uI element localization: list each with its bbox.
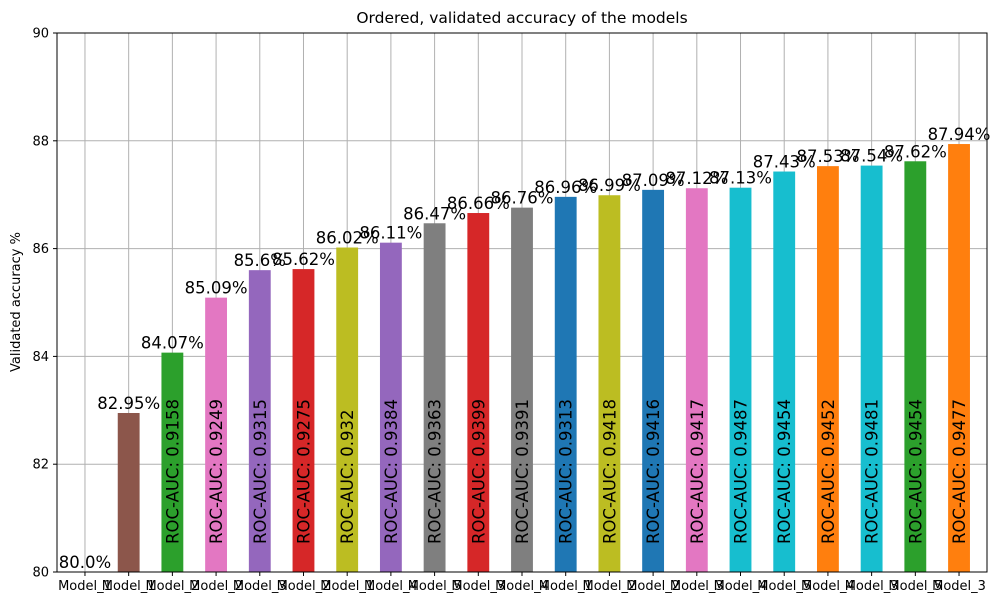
x-tick-label: Model_3	[845, 579, 899, 594]
x-tick-label: Model_4	[801, 579, 855, 594]
bar	[467, 213, 490, 572]
bar-value-label: 86.96%	[534, 178, 597, 197]
bar-value-label: 86.66%	[447, 194, 510, 213]
y-tick-label: 88	[32, 134, 49, 149]
x-tick-label: Model_3	[932, 579, 986, 594]
roc-auc-label: ROC-AUC: 0.9417	[688, 399, 707, 544]
roc-auc-label: ROC-AUC: 0.932	[338, 410, 357, 545]
bar	[860, 165, 883, 572]
x-tick-label: Model_3	[451, 579, 505, 594]
roc-auc-label: ROC-AUC: 0.9399	[469, 399, 488, 544]
roc-auc-label: ROC-AUC: 0.9158	[163, 399, 182, 544]
x-tick-label: Model_4	[364, 579, 418, 594]
roc-auc-label: ROC-AUC: 0.9313	[557, 399, 576, 544]
chart-title: Ordered, validated accuracy of the model…	[356, 9, 687, 27]
bar	[685, 188, 708, 572]
labels-layer: 80.0% 82.95% 84.07% ROC-AUC: 0.9158 85.09% RO…	[59, 125, 991, 572]
y-axis-label: Validated accuracy %	[9, 232, 24, 372]
roc-auc-label: ROC-AUC: 0.9416	[644, 399, 663, 544]
y-tick-label: 80	[32, 566, 49, 581]
bar-value-label: 87.53%	[796, 147, 859, 166]
bar	[729, 187, 752, 572]
roc-auc-label: ROC-AUC: 0.9487	[732, 399, 751, 544]
x-tick-label: Model_3	[233, 579, 287, 594]
bar-value-label: 87.13%	[709, 169, 772, 188]
bar-value-label: 84.07%	[141, 334, 204, 353]
roc-auc-label: ROC-AUC: 0.9315	[251, 399, 270, 544]
bar	[816, 166, 839, 572]
bar-value-label: 86.11%	[359, 224, 422, 243]
roc-auc-label: ROC-AUC: 0.9391	[513, 399, 532, 544]
bar-value-label: 87.43%	[753, 153, 816, 172]
bar	[423, 223, 446, 572]
roc-auc-label: ROC-AUC: 0.9363	[426, 399, 445, 544]
x-tick-label: Model_5	[888, 579, 942, 594]
bar-value-label: 85.09%	[185, 279, 248, 298]
roc-auc-label: ROC-AUC: 0.9481	[863, 399, 882, 544]
bar-value-label: 85.62%	[272, 250, 335, 269]
bar-value-label: 86.76%	[491, 189, 554, 208]
bar	[379, 242, 402, 572]
x-tick-label: Model_1	[539, 579, 593, 594]
x-tick-label: Model_4	[495, 579, 549, 594]
bar-value-label: 82.95%	[97, 394, 160, 413]
x-tick-label: Model_2	[189, 579, 243, 594]
bar-value-label: 87.62%	[884, 142, 947, 161]
x-tick-label: Model_2	[145, 579, 199, 594]
bar-value-label: 87.12%	[665, 169, 728, 188]
roc-auc-label: ROC-AUC: 0.9454	[906, 399, 925, 544]
x-tick-label: Model_1	[102, 579, 156, 594]
roc-auc-label: ROC-AUC: 0.9452	[819, 399, 838, 544]
bar	[904, 161, 927, 573]
roc-auc-label: ROC-AUC: 0.9249	[207, 399, 226, 544]
bar	[336, 247, 359, 572]
bar-value-label: 86.99%	[578, 176, 641, 195]
roc-auc-label: ROC-AUC: 0.9275	[294, 399, 313, 544]
bar	[948, 144, 970, 572]
bar	[642, 189, 665, 572]
bar-value-label: 85.6%	[234, 251, 286, 270]
bar	[205, 297, 228, 572]
bar-value-label: 86.47%	[403, 204, 466, 223]
y-tick-label: 90	[32, 27, 49, 42]
bar	[773, 171, 796, 572]
bar	[554, 196, 577, 572]
x-tick-label: Model_1	[320, 579, 374, 594]
roc-auc-label: ROC-AUC: 0.9418	[600, 399, 619, 544]
bar	[511, 207, 533, 573]
bars-layer	[117, 144, 970, 573]
bar	[117, 412, 140, 572]
y-tick-label: 86	[32, 242, 49, 257]
x-tick-label: Model_4	[714, 579, 768, 594]
roc-auc-label: ROC-AUC: 0.9477	[950, 399, 969, 544]
x-tick-label: Model_2	[626, 579, 680, 594]
bar-value-label: 87.54%	[840, 147, 903, 166]
x-tick-label: Model_5	[408, 579, 462, 594]
x-tick-label: Model_1	[58, 579, 112, 594]
bar-value-label: 80.0%	[59, 553, 111, 572]
bar	[161, 352, 184, 572]
bar	[598, 195, 621, 572]
ticks-layer: 808284868890Model_1Model_1Model_2Model_2…	[32, 27, 985, 595]
x-tick-label: Model_2	[582, 579, 636, 594]
bar-value-label: 87.94%	[928, 125, 991, 144]
y-tick-label: 82	[32, 458, 49, 473]
x-tick-label: Model_5	[757, 579, 811, 594]
bar	[292, 269, 315, 572]
x-tick-label: Model_3	[670, 579, 724, 594]
bar-value-label: 86.02%	[316, 229, 379, 248]
x-tick-label: Model_2	[277, 579, 331, 594]
y-tick-label: 84	[32, 350, 49, 365]
bar	[248, 270, 271, 572]
roc-auc-label: ROC-AUC: 0.9384	[382, 399, 401, 544]
roc-auc-label: ROC-AUC: 0.9454	[775, 399, 794, 544]
bar-value-label: 87.09%	[622, 171, 685, 190]
